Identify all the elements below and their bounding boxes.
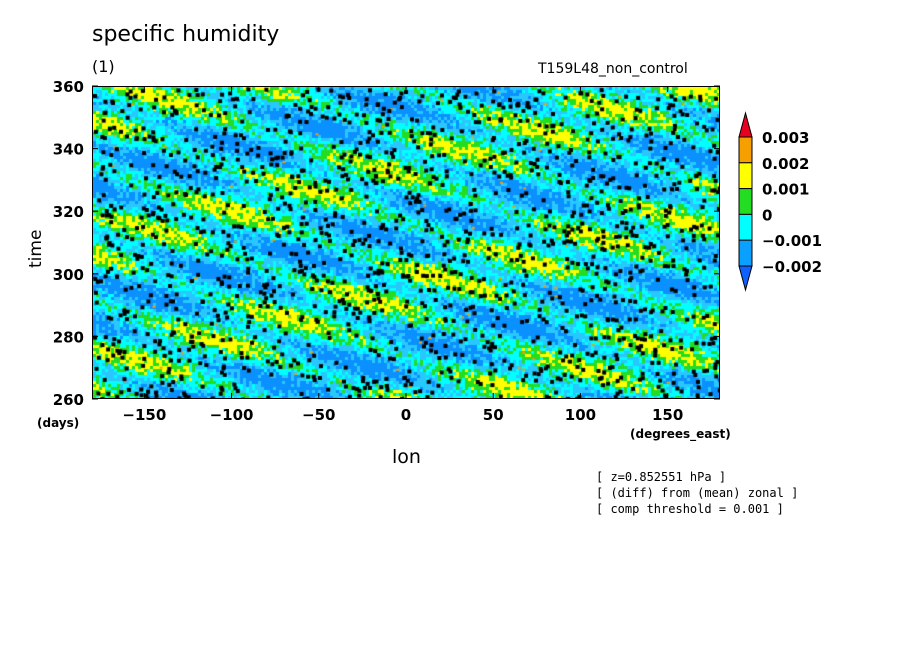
x-tick-label: −50 [302, 406, 335, 424]
colorbar-label: 0.002 [762, 155, 809, 173]
y-tick-label: 360 [53, 78, 84, 96]
x-tick-label: 50 [483, 406, 504, 424]
y-axis-unit: (days) [37, 416, 80, 430]
y-tick-label: 260 [53, 391, 84, 409]
y-tick-label: 340 [53, 141, 84, 159]
run-label: T159L48_non_control [538, 61, 688, 77]
note-diff: [ (diff) from (mean) zonal ] [596, 486, 799, 500]
plot-area [92, 86, 720, 399]
x-tick-label: −100 [210, 406, 254, 424]
note-level: [ z=0.852551 hPa ] [596, 470, 727, 484]
y-tick-label: 300 [53, 266, 84, 284]
x-tick-label: −150 [122, 406, 166, 424]
colorbar-label: −0.002 [762, 258, 822, 276]
colorbar-label: 0 [762, 206, 772, 224]
colorbar-band [738, 136, 753, 164]
x-tick-label: 100 [565, 406, 596, 424]
humidity-field [93, 87, 719, 398]
note-threshold: [ comp threshold = 0.001 ] [596, 502, 784, 516]
x-axis-label: lon [392, 446, 421, 468]
x-tick-label: 150 [652, 406, 683, 424]
colorbar-band [738, 162, 753, 190]
colorbar-max-arrow [738, 111, 753, 138]
colorbar-band [738, 188, 753, 215]
x-axis-unit: (degrees_east) [630, 427, 731, 441]
y-tick-label: 320 [53, 203, 84, 221]
colorbar-min-arrow [738, 265, 753, 292]
chart-subtitle: (1) [92, 57, 115, 76]
y-axis-label: time [26, 229, 46, 268]
colorbar-label: 0.003 [762, 129, 809, 147]
colorbar-band [738, 213, 753, 241]
y-tick-label: 280 [53, 328, 84, 346]
colorbar-label: −0.001 [762, 232, 822, 250]
x-tick-label: 0 [401, 406, 411, 424]
chart-title: specific humidity [92, 22, 280, 47]
colorbar-label: 0.001 [762, 181, 809, 199]
colorbar-band [738, 239, 753, 267]
